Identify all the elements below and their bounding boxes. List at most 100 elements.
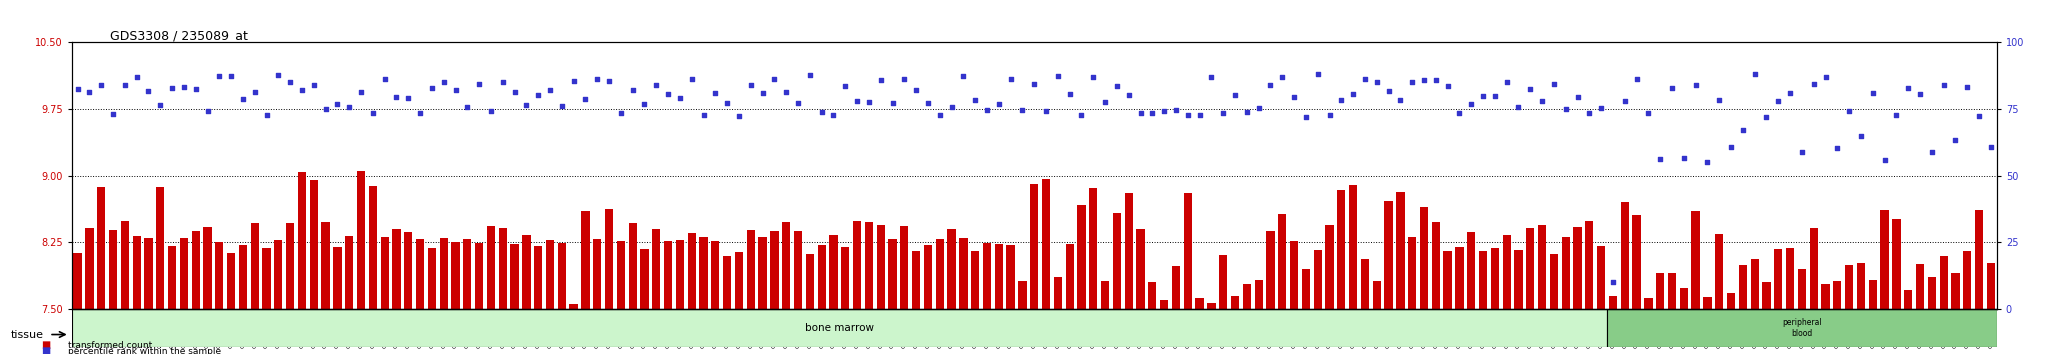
Bar xyxy=(240,245,248,309)
Point xyxy=(864,77,897,82)
Point xyxy=(1231,109,1264,115)
Point xyxy=(723,113,756,118)
Point xyxy=(688,112,721,118)
Bar xyxy=(121,221,129,309)
Bar xyxy=(1124,193,1133,309)
Bar xyxy=(1739,265,1747,309)
Point xyxy=(971,107,1004,113)
Bar xyxy=(983,244,991,309)
Point xyxy=(1407,77,1440,83)
Point xyxy=(1196,74,1229,80)
Point xyxy=(993,76,1026,81)
Point xyxy=(877,100,909,106)
Text: ■: ■ xyxy=(41,346,51,354)
Point xyxy=(1952,84,1985,90)
Point xyxy=(1243,105,1276,111)
Point xyxy=(852,99,885,104)
Bar xyxy=(1915,264,1925,309)
Bar xyxy=(1561,237,1571,309)
Point xyxy=(1561,94,1593,99)
Point xyxy=(285,87,317,93)
Bar xyxy=(1763,282,1772,309)
Point xyxy=(1751,114,1784,120)
Bar xyxy=(1786,248,1794,309)
Bar xyxy=(688,233,696,309)
Bar xyxy=(74,253,82,309)
Bar xyxy=(1905,290,1913,309)
Bar xyxy=(795,231,803,309)
Bar xyxy=(1466,232,1475,309)
Point xyxy=(250,113,283,118)
Point xyxy=(1065,113,1098,118)
Bar xyxy=(346,236,354,309)
Bar xyxy=(1397,192,1405,309)
Bar xyxy=(1503,235,1511,309)
Point xyxy=(1372,88,1405,94)
Point xyxy=(1100,83,1133,89)
Bar xyxy=(1030,184,1038,309)
Point xyxy=(1538,81,1571,87)
Point xyxy=(1419,77,1452,83)
Bar xyxy=(901,226,909,309)
Bar xyxy=(1751,259,1759,309)
Bar xyxy=(1432,222,1440,309)
Bar xyxy=(1845,266,1853,309)
Point xyxy=(463,81,496,86)
Bar xyxy=(1042,179,1051,309)
Bar xyxy=(1255,280,1264,309)
Point xyxy=(782,100,815,105)
Bar xyxy=(1137,229,1145,309)
Point xyxy=(639,82,672,88)
Bar xyxy=(156,187,164,309)
Point xyxy=(1300,72,1333,77)
Point xyxy=(1479,93,1511,98)
Bar xyxy=(96,187,104,309)
Point xyxy=(522,92,555,98)
Point xyxy=(1974,144,2007,150)
Bar xyxy=(1597,246,1606,309)
Point xyxy=(911,100,944,106)
Point xyxy=(109,82,141,88)
Bar xyxy=(1714,234,1722,309)
Bar xyxy=(1384,201,1393,309)
Point xyxy=(168,84,201,90)
Bar xyxy=(1278,214,1286,309)
Point xyxy=(1491,79,1524,84)
Bar xyxy=(381,237,389,309)
Point xyxy=(1915,149,1948,155)
Point xyxy=(1786,149,1819,155)
Point xyxy=(1278,94,1311,100)
Text: transformed count: transformed count xyxy=(68,341,152,350)
Point xyxy=(535,87,567,93)
Bar xyxy=(1102,281,1110,309)
Bar xyxy=(1360,259,1368,309)
Bar xyxy=(889,239,897,309)
Point xyxy=(391,95,424,101)
Point xyxy=(1206,110,1239,116)
Point xyxy=(1880,112,1913,118)
Bar xyxy=(1231,296,1239,309)
Point xyxy=(698,91,731,96)
Point xyxy=(1526,98,1559,104)
Bar xyxy=(1077,205,1085,309)
Bar xyxy=(535,246,543,309)
Point xyxy=(1018,81,1051,87)
Bar xyxy=(594,239,602,309)
Point xyxy=(227,96,260,102)
Point xyxy=(1821,145,1853,151)
Bar xyxy=(1513,250,1522,309)
Point xyxy=(344,89,377,95)
Point xyxy=(1432,84,1464,89)
Bar xyxy=(1372,281,1380,309)
Bar xyxy=(297,172,305,309)
Point xyxy=(1726,127,1759,133)
Bar xyxy=(1112,213,1120,309)
Bar xyxy=(817,245,825,309)
Bar xyxy=(547,240,555,309)
Bar xyxy=(487,226,496,309)
Bar xyxy=(475,242,483,309)
Point xyxy=(1702,97,1735,102)
Bar xyxy=(451,242,459,309)
Point xyxy=(770,89,803,95)
Point xyxy=(1761,98,1794,104)
